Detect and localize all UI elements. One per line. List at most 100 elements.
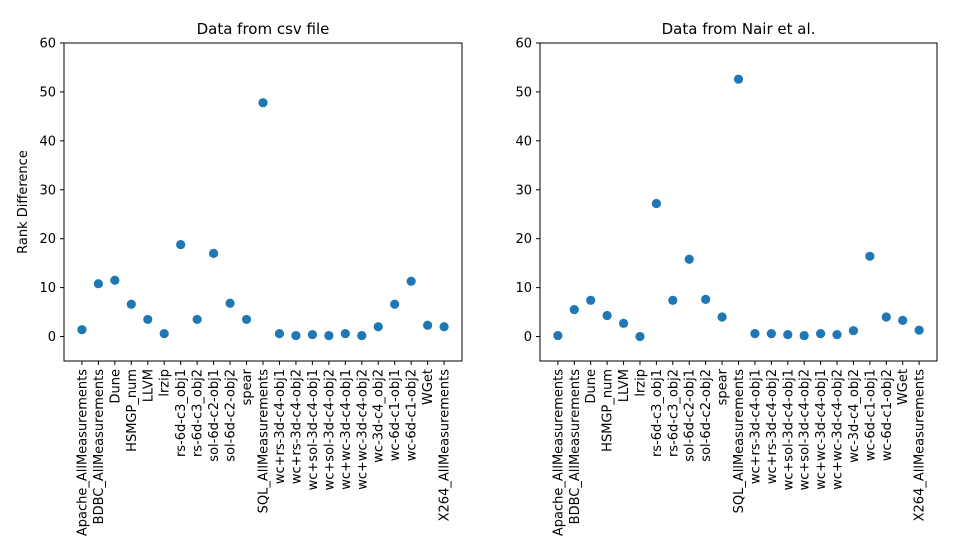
y-axis-label: Rank Difference	[16, 150, 31, 254]
y-tick-label: 50	[515, 85, 532, 100]
x-tick-label: wc+sol-3d-c4-obj2	[798, 369, 813, 490]
x-tick-label: wc+rs-3d-c4-obj1	[273, 369, 288, 484]
x-tick-label: rs-6d-c3_obj1	[174, 369, 189, 457]
x-tick-label: wc+rs-3d-c4-obj2	[289, 369, 304, 484]
x-tick-label: SQL_AllMeasurements	[257, 369, 272, 514]
data-point	[586, 295, 596, 305]
x-tick-label: wc+wc-3d-c4-obj1	[339, 369, 354, 490]
x-tick-label: SQL_AllMeasurements	[732, 369, 747, 514]
y-tick-label: 20	[515, 232, 532, 247]
x-tick-label: rs-6d-c3_obj2	[666, 369, 681, 457]
x-tick-label: X264_AllMeasurements	[913, 369, 928, 522]
x-tick-label: WGet	[421, 369, 436, 405]
x-tick-label: HSMGP_num	[601, 369, 616, 452]
data-point	[848, 326, 859, 336]
data-point	[406, 276, 416, 286]
data-point	[635, 331, 645, 342]
data-point	[209, 248, 219, 258]
data-point	[766, 329, 776, 339]
x-tick-label: X264_AllMeasurements	[438, 369, 453, 522]
data-point	[159, 329, 169, 339]
data-point	[126, 299, 136, 309]
data-point	[832, 329, 842, 340]
y-tick-label: 10	[515, 281, 532, 296]
y-tick-label: 50	[39, 85, 56, 100]
x-tick-label: wc+sol-3d-c4-obj2	[322, 369, 337, 490]
data-point	[340, 329, 350, 339]
data-point	[324, 330, 334, 341]
data-point	[701, 294, 711, 304]
x-tick-label: BDBC_AllMeasurements	[92, 369, 107, 525]
data-point	[307, 329, 317, 340]
data-point	[783, 329, 793, 340]
data-point	[651, 198, 661, 209]
data-point	[898, 315, 908, 325]
x-tick-label: sol-6d-c2-obj1	[683, 369, 698, 462]
y-tick-label: 40	[515, 134, 532, 149]
data-point	[176, 239, 186, 250]
data-point	[602, 310, 612, 321]
data-point	[914, 325, 924, 335]
x-tick-label: sol-6d-c2-obj2	[224, 369, 239, 462]
x-tick-label: BDBC_AllMeasurements	[568, 369, 583, 525]
data-point	[717, 312, 727, 322]
y-tick-label: 10	[39, 281, 56, 296]
data-point	[569, 305, 579, 315]
data-point	[357, 330, 367, 341]
data-point	[77, 325, 87, 335]
data-point	[423, 320, 433, 330]
x-tick-label: sol-6d-c2-obj2	[699, 369, 714, 462]
x-tick-label: spear	[716, 368, 731, 405]
data-point	[225, 298, 235, 308]
x-tick-label: LLVM	[141, 369, 156, 402]
y-tick-label: 0	[524, 330, 532, 345]
x-tick-label: rs-6d-c3_obj2	[191, 369, 206, 457]
x-tick-label: wc-6d-c1-obj1	[863, 369, 878, 461]
data-point	[733, 74, 744, 84]
x-tick-label: wc-6d-c1-obj1	[388, 369, 403, 461]
x-tick-label: wc-6d-c1-obj2	[405, 369, 420, 461]
data-point	[143, 314, 153, 325]
data-point	[668, 295, 678, 305]
x-tick-label: rs-6d-c3_obj1	[650, 369, 665, 457]
y-tick-label: 30	[515, 183, 532, 198]
x-tick-label: wc+rs-3d-c4-obj1	[748, 369, 763, 484]
chart-right: Data from Nair et al. 0 10 20 30 40 50 60 Apache…	[515, 20, 938, 536]
plot-frame	[63, 42, 463, 362]
x-tick-label: WGet	[896, 369, 911, 405]
chart-title: Data from csv file	[197, 20, 330, 38]
y-tick-label: 60	[515, 37, 532, 52]
x-tick-label: Apache_AllMeasurements	[551, 369, 566, 536]
x-tick-label: wc-6d-c1-obj2	[880, 369, 895, 461]
x-tick-label: LLVM	[617, 369, 632, 402]
x-tick-label: wc+sol-3d-c4-obj1	[781, 369, 796, 490]
data-point	[799, 330, 809, 341]
data-point	[192, 314, 202, 325]
data-point	[241, 314, 252, 325]
x-tick-label: wc-3d-c4_obj2	[372, 369, 387, 463]
x-tick-label: wc+wc-3d-c4-obj2	[355, 369, 370, 490]
x-tick-label: spear	[240, 368, 255, 405]
y-tick-label: 0	[48, 330, 56, 345]
plot-frame	[539, 42, 938, 362]
data-point	[618, 318, 629, 328]
x-tick-label: Dune	[108, 369, 123, 404]
data-point	[439, 322, 449, 332]
x-tick-label: HSMGP_num	[125, 369, 140, 452]
y-tick-label: 60	[39, 37, 56, 52]
x-tick-label: sol-6d-c2-obj1	[207, 369, 222, 462]
y-tick-label: 30	[39, 183, 56, 198]
x-tick-label: lrzip	[633, 369, 648, 397]
chart-title: Data from Nair et al.	[662, 20, 816, 38]
data-point	[93, 279, 103, 289]
data-point	[865, 251, 875, 261]
data-point	[258, 98, 268, 108]
data-point	[750, 329, 760, 339]
data-point	[553, 330, 563, 341]
data-point	[291, 330, 301, 341]
data-point	[684, 254, 694, 264]
x-tick-label: wc+sol-3d-c4-obj1	[306, 369, 321, 490]
x-tick-label: lrzip	[158, 369, 173, 397]
x-tick-label: wc+wc-3d-c4-obj2	[831, 369, 846, 490]
